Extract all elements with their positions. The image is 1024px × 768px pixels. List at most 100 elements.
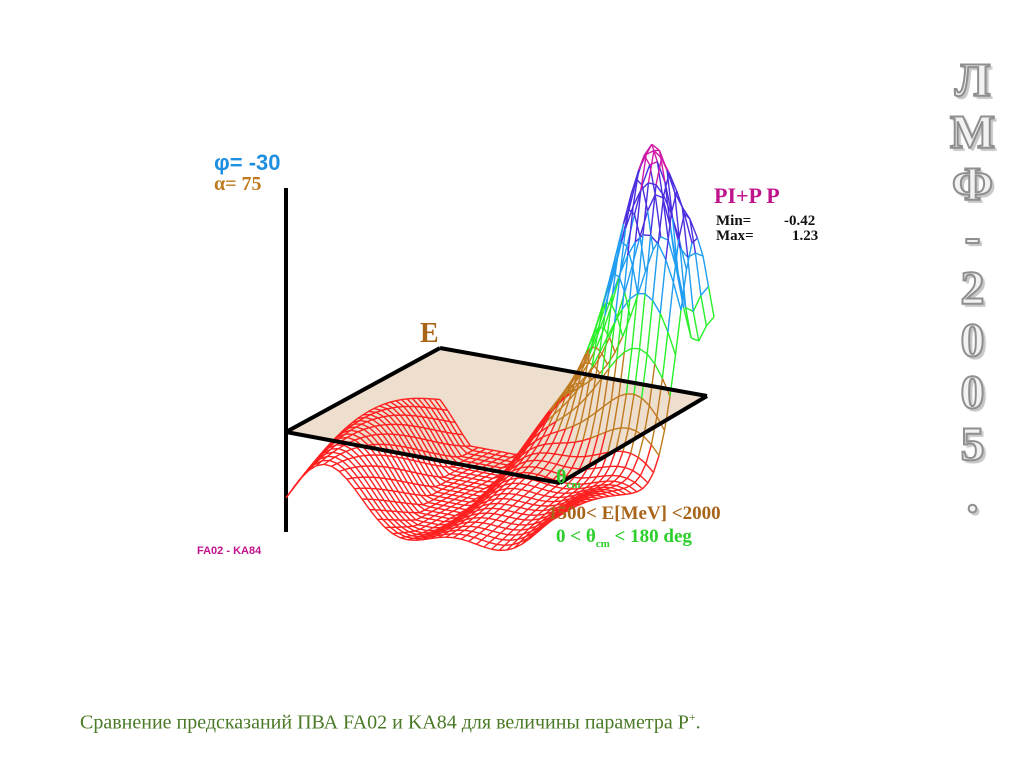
mesh-line (495, 519, 504, 523)
mesh-line (430, 535, 437, 540)
mesh-line (470, 458, 478, 463)
mesh-line (444, 489, 451, 495)
mesh-line (545, 476, 554, 481)
mesh-line (707, 286, 715, 317)
mesh-line (458, 507, 467, 511)
mesh-line (414, 437, 424, 452)
mesh-line (505, 523, 512, 529)
mesh-line (336, 462, 346, 471)
mesh-line (459, 495, 468, 499)
mesh-line (466, 530, 473, 536)
mesh-line (364, 487, 374, 500)
mesh-line (352, 476, 358, 479)
mesh-line (556, 508, 563, 514)
mesh-line (468, 536, 475, 542)
mesh-line (462, 472, 471, 475)
mesh-line (357, 477, 367, 489)
mesh-line (461, 512, 468, 518)
mesh-line (380, 454, 390, 468)
mesh-line (479, 448, 487, 453)
mesh-line (404, 434, 411, 438)
mesh-line (454, 470, 463, 474)
mesh-line (345, 450, 355, 459)
mesh-line (395, 501, 401, 504)
mesh-line (401, 526, 410, 533)
mesh-line (502, 493, 509, 500)
mesh-line (422, 450, 429, 453)
mesh-line (417, 448, 424, 452)
mesh-line (575, 439, 584, 443)
mesh-line (448, 501, 457, 505)
mesh-line (484, 473, 492, 478)
mesh-line (375, 488, 385, 501)
mesh-line (667, 331, 677, 356)
mesh-line (542, 488, 551, 492)
mesh-line (529, 509, 536, 516)
mesh-line (539, 513, 546, 520)
mesh-line (555, 486, 564, 490)
mesh-line (571, 496, 578, 501)
mesh-line (458, 479, 467, 483)
mesh-line (366, 465, 375, 478)
mesh-line (368, 407, 375, 413)
mesh-line (447, 409, 456, 423)
mesh-line (471, 526, 478, 532)
mesh-line (484, 460, 493, 463)
mesh-line (510, 498, 519, 502)
mesh-line (357, 414, 364, 420)
mesh-line (468, 454, 476, 459)
mesh-line (505, 527, 514, 531)
mesh-line (532, 527, 539, 534)
mesh-line (636, 234, 644, 294)
mesh-line (564, 488, 572, 494)
mesh-line (521, 488, 530, 493)
mesh-line (585, 482, 592, 489)
mesh-line (581, 500, 588, 505)
mesh-line (474, 454, 483, 458)
mesh-line (504, 456, 511, 462)
mesh-line (665, 259, 675, 283)
mesh-line (598, 475, 605, 483)
mesh-line (461, 521, 469, 527)
mesh-line (625, 348, 633, 394)
mesh-line (387, 489, 394, 492)
mesh-line (453, 444, 463, 457)
mesh-line (350, 466, 356, 469)
mesh-line (584, 438, 592, 457)
mesh-line (494, 537, 503, 541)
mesh-line (639, 463, 647, 476)
mesh-line (438, 492, 445, 498)
mesh-line (480, 512, 487, 519)
mesh-line (330, 444, 337, 450)
mesh-line (373, 407, 382, 412)
mesh-line (426, 439, 433, 442)
mesh-line (555, 407, 562, 422)
mesh-line (437, 527, 444, 532)
mesh-line (557, 487, 564, 494)
mesh-line (639, 475, 649, 484)
mesh-line (429, 485, 435, 488)
mesh-line (461, 455, 470, 459)
mesh-line (608, 322, 616, 369)
mesh-line (427, 498, 434, 504)
mesh-line (544, 442, 553, 445)
mesh-line (420, 513, 428, 519)
mesh-line (614, 494, 621, 497)
mesh-line (637, 456, 647, 465)
mesh-line (486, 486, 493, 494)
mesh-line (417, 397, 427, 408)
mesh-line (416, 532, 423, 536)
mesh-line (660, 157, 668, 171)
max-label: Max= (716, 228, 754, 244)
mesh-line (385, 510, 395, 521)
mesh-line (569, 441, 576, 457)
mesh-line (453, 495, 461, 501)
mesh-line (395, 526, 404, 534)
mesh-line (643, 435, 652, 446)
mesh-line (657, 195, 665, 244)
mesh-line (576, 492, 583, 498)
mesh-line (495, 451, 502, 456)
mesh-line (529, 532, 536, 540)
mesh-line (597, 486, 604, 491)
mesh-line (350, 429, 359, 433)
